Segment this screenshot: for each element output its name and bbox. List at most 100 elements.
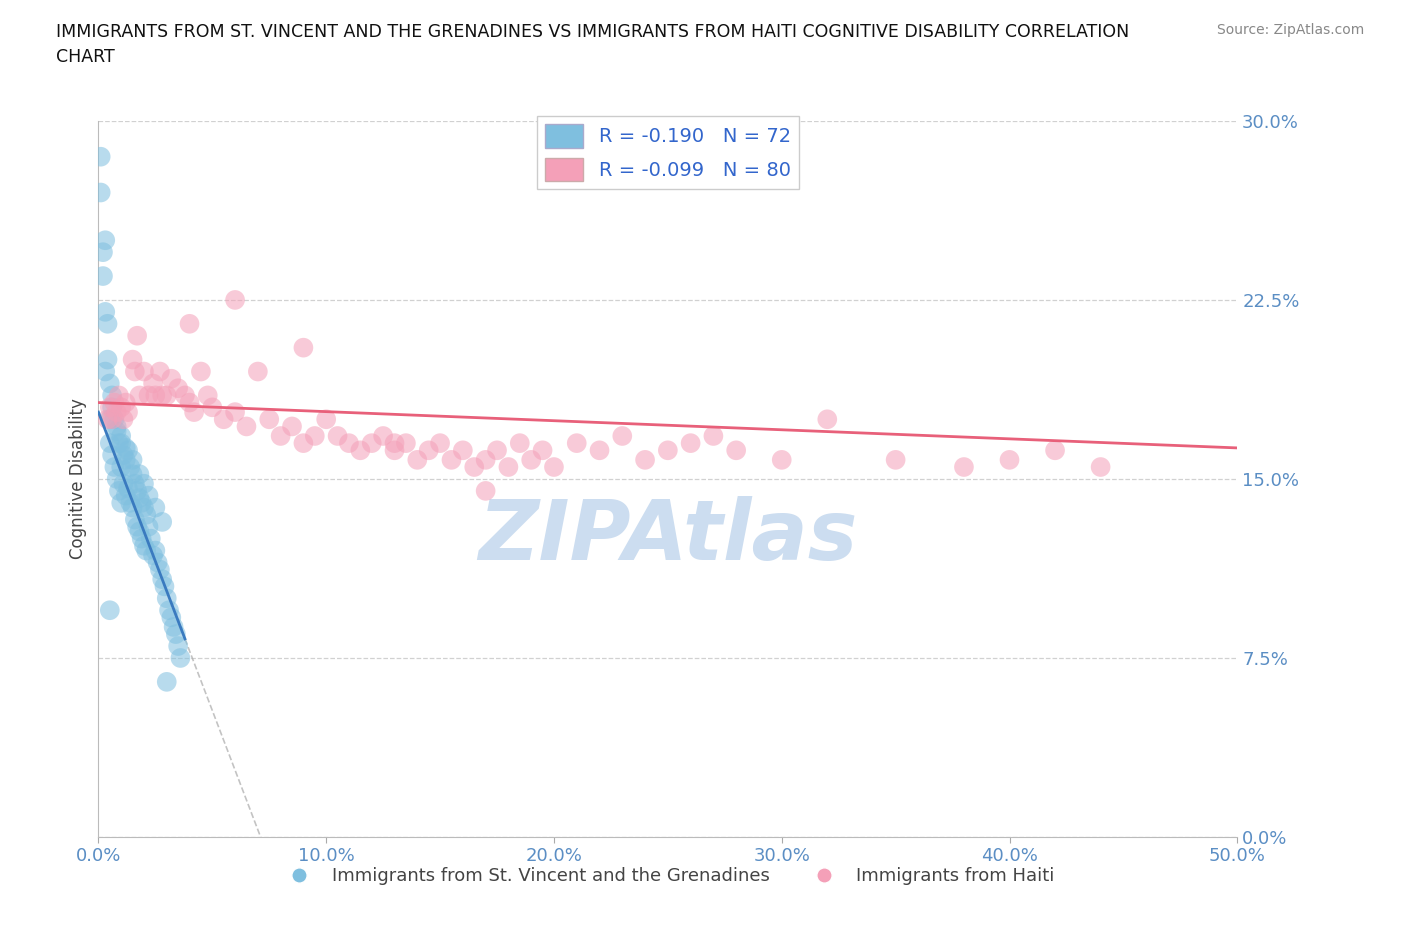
Point	[112, 476, 135, 491]
Point	[588, 443, 610, 458]
Point	[117, 481, 139, 496]
Point	[418, 443, 440, 458]
Point	[150, 388, 173, 403]
Point	[98, 603, 121, 618]
Point	[142, 548, 165, 563]
Point	[110, 459, 132, 474]
Point	[124, 476, 146, 491]
Point	[304, 429, 326, 444]
Point	[406, 452, 429, 467]
Point	[138, 388, 160, 403]
Point	[101, 388, 124, 403]
Point	[281, 419, 304, 434]
Point	[127, 328, 149, 343]
Point	[292, 340, 315, 355]
Point	[463, 459, 485, 474]
Point	[235, 419, 257, 434]
Point	[128, 467, 150, 482]
Point	[160, 610, 183, 625]
Point	[156, 388, 179, 403]
Point	[96, 352, 118, 367]
Point	[145, 388, 167, 403]
Point	[121, 452, 143, 467]
Point	[114, 441, 136, 456]
Text: CHART: CHART	[56, 48, 115, 66]
Point	[98, 400, 121, 415]
Point	[105, 472, 128, 486]
Point	[474, 484, 496, 498]
Point	[146, 555, 169, 570]
Point	[486, 443, 509, 458]
Point	[138, 488, 160, 503]
Point	[224, 292, 246, 307]
Point	[110, 400, 132, 415]
Point	[114, 488, 136, 503]
Point	[128, 388, 150, 403]
Point	[998, 452, 1021, 467]
Point	[384, 443, 406, 458]
Point	[96, 316, 118, 331]
Point	[384, 435, 406, 451]
Point	[167, 380, 190, 395]
Point	[124, 512, 146, 527]
Point	[520, 452, 543, 467]
Point	[90, 185, 112, 200]
Point	[160, 371, 183, 386]
Point	[90, 150, 112, 165]
Point	[128, 491, 150, 506]
Point	[657, 443, 679, 458]
Point	[165, 627, 187, 642]
Point	[98, 376, 121, 391]
Point	[679, 435, 702, 451]
Point	[149, 563, 172, 578]
Point	[509, 435, 531, 451]
Point	[142, 376, 165, 391]
Point	[371, 429, 394, 444]
Point	[98, 412, 121, 427]
Point	[108, 388, 131, 403]
Point	[138, 519, 160, 534]
Point	[167, 639, 190, 654]
Point	[105, 419, 128, 434]
Point	[105, 405, 128, 419]
Point	[94, 304, 117, 319]
Point	[91, 245, 114, 259]
Point	[565, 435, 588, 451]
Point	[110, 429, 132, 444]
Point	[145, 500, 167, 515]
Point	[270, 429, 292, 444]
Point	[169, 651, 191, 666]
Point	[132, 365, 155, 379]
Point	[120, 496, 142, 511]
Point	[634, 452, 657, 467]
Point	[101, 400, 124, 415]
Point	[543, 459, 565, 474]
Point	[1043, 443, 1066, 458]
Point	[498, 459, 520, 474]
Text: IMMIGRANTS FROM ST. VINCENT AND THE GRENADINES VS IMMIGRANTS FROM HAITI COGNITIV: IMMIGRANTS FROM ST. VINCENT AND THE GREN…	[56, 23, 1129, 41]
Point	[124, 365, 146, 379]
Point	[117, 405, 139, 419]
Text: Source: ZipAtlas.com: Source: ZipAtlas.com	[1216, 23, 1364, 37]
Point	[108, 484, 131, 498]
Point	[108, 435, 131, 451]
Point	[101, 447, 124, 462]
Point	[131, 531, 153, 546]
Point	[127, 519, 149, 534]
Point	[725, 443, 748, 458]
Point	[103, 412, 125, 427]
Point	[1090, 459, 1112, 474]
Point	[120, 459, 142, 474]
Point	[953, 459, 976, 474]
Point	[110, 435, 132, 451]
Point	[451, 443, 474, 458]
Point	[145, 543, 167, 558]
Point	[212, 412, 235, 427]
Y-axis label: Cognitive Disability: Cognitive Disability	[69, 399, 87, 559]
Point	[326, 429, 349, 444]
Point	[94, 365, 117, 379]
Legend: Immigrants from St. Vincent and the Grenadines, Immigrants from Haiti: Immigrants from St. Vincent and the Gren…	[274, 860, 1062, 893]
Point	[197, 388, 219, 403]
Point	[337, 435, 360, 451]
Point	[132, 500, 155, 515]
